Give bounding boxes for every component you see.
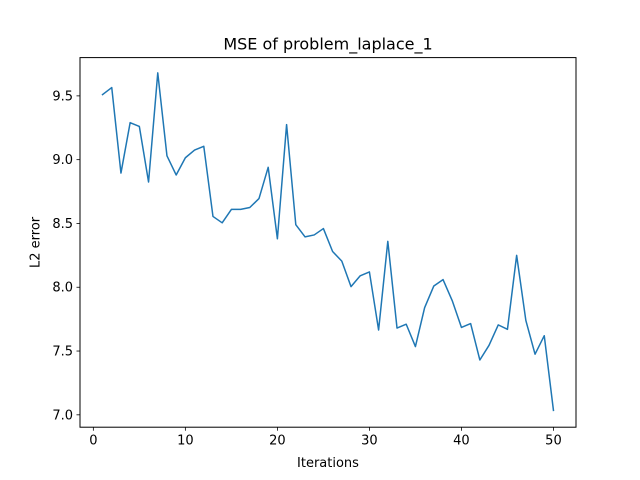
y-tick-label: 9.5 [52, 89, 73, 104]
axes-frame [79, 57, 577, 428]
y-axis-label: L2 error [29, 216, 44, 268]
x-tick-label: 50 [545, 434, 562, 449]
series-line [101, 72, 555, 412]
x-tick-label: 0 [89, 434, 97, 449]
plot-area [101, 72, 555, 412]
x-tick-label: 40 [453, 434, 470, 449]
x-tick-label: 30 [361, 434, 378, 449]
x-tick-label: 20 [269, 434, 286, 449]
y-tick-label: 8.5 [52, 217, 73, 232]
chart-title: MSE of problem_laplace_1 [223, 35, 432, 55]
x-tick-label: 10 [177, 434, 194, 449]
y-tick-label: 7.5 [52, 345, 73, 360]
y-tick-label: 7.0 [52, 408, 73, 423]
x-axis-label: Iterations [297, 456, 359, 471]
y-tick-label: 9.0 [52, 153, 73, 168]
y-tick-label: 8.0 [52, 281, 73, 296]
axis-ticks: 0 10 20 30 40 50 7.0 7.5 8.0 8.5 9.0 9.5 [52, 89, 561, 448]
